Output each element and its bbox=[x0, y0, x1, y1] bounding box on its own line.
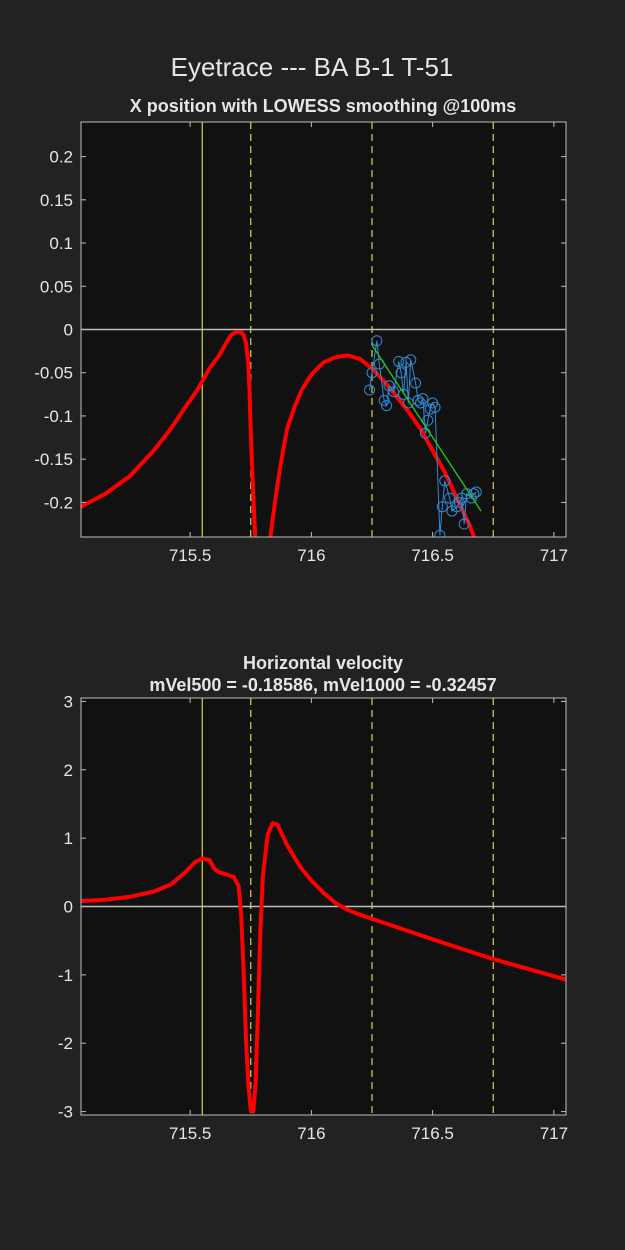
sample-point bbox=[444, 492, 456, 504]
position-ytick-label: -0.2 bbox=[44, 493, 73, 512]
position-xtick-label: 716.5 bbox=[411, 546, 454, 565]
velocity-axes-subtitle: mVel500 = -0.18586, mVel1000 = -0.32457 bbox=[149, 675, 496, 695]
position-trace-line bbox=[81, 330, 477, 537]
sample-point bbox=[371, 335, 383, 347]
sample-point bbox=[434, 529, 446, 537]
position-axes-title: X position with LOWESS smoothing @100ms bbox=[130, 96, 517, 116]
position-ytick-label: 0.2 bbox=[49, 148, 73, 167]
sample-point bbox=[422, 414, 434, 426]
sample-point bbox=[439, 475, 451, 487]
sample-point bbox=[424, 403, 436, 415]
sample-point bbox=[398, 388, 410, 400]
sample-point bbox=[378, 394, 390, 406]
position-xtick-label: 717 bbox=[540, 546, 568, 565]
velocity-trace-line bbox=[81, 821, 566, 1114]
velocity-ytick-label: 3 bbox=[64, 692, 73, 711]
sample-trace-line bbox=[369, 340, 477, 536]
position-xtick-label: 715.5 bbox=[169, 546, 212, 565]
velocity-ytick-label: 1 bbox=[64, 829, 73, 848]
position-ytick-label: -0.15 bbox=[34, 450, 73, 469]
position-ytick-label: 0.1 bbox=[49, 234, 73, 253]
velocity-ytick-label: -2 bbox=[58, 1034, 73, 1053]
sample-point bbox=[412, 394, 424, 406]
sample-point bbox=[436, 501, 448, 513]
sample-point bbox=[410, 377, 422, 389]
velocity-ytick-label: -1 bbox=[58, 966, 73, 985]
sample-point bbox=[366, 367, 378, 379]
velocity-xtick-label: 716 bbox=[297, 1124, 325, 1143]
velocity-ytick-label: 2 bbox=[64, 761, 73, 780]
sample-point bbox=[429, 401, 441, 413]
position-xtick-label: 716 bbox=[297, 546, 325, 565]
position-axes: X position with LOWESS smoothing @100ms … bbox=[34, 96, 568, 565]
sample-point bbox=[458, 518, 470, 530]
fit-line bbox=[371, 344, 482, 512]
position-ytick-label: 0.05 bbox=[40, 277, 73, 296]
figure-title: Eyetrace --- BA B-1 T-51 bbox=[171, 52, 454, 82]
velocity-axes: Horizontal velocity mVel500 = -0.18586, … bbox=[58, 653, 568, 1143]
velocity-ytick-label: -3 bbox=[58, 1103, 73, 1122]
sample-point bbox=[364, 384, 376, 396]
position-ytick-label: -0.1 bbox=[44, 407, 73, 426]
sample-point bbox=[381, 400, 393, 412]
velocity-ytick-label: 0 bbox=[64, 898, 73, 917]
sample-point bbox=[405, 354, 417, 366]
sample-point bbox=[393, 355, 405, 367]
sample-point bbox=[470, 486, 482, 498]
sample-point bbox=[417, 393, 429, 405]
velocity-axes-title: Horizontal velocity bbox=[243, 653, 403, 673]
sample-point bbox=[395, 367, 407, 379]
velocity-xtick-label: 716.5 bbox=[411, 1124, 454, 1143]
position-ytick-label: -0.05 bbox=[34, 364, 73, 383]
position-ytick-label: 0 bbox=[64, 321, 73, 340]
velocity-xtick-label: 717 bbox=[540, 1124, 568, 1143]
sample-point bbox=[468, 488, 480, 500]
velocity-xtick-label: 715.5 bbox=[169, 1124, 212, 1143]
position-ytick-label: 0.15 bbox=[40, 191, 73, 210]
